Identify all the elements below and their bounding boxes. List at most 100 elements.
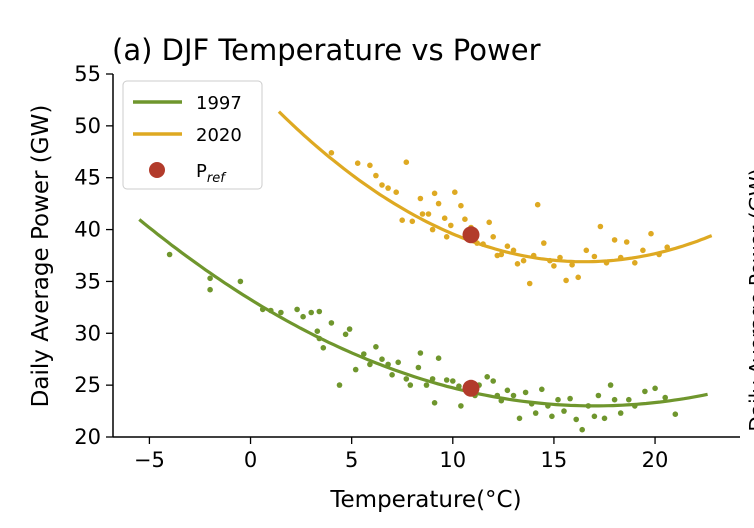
point-2020: [448, 222, 454, 229]
y-tick-label: 55: [74, 62, 101, 86]
point-2020: [399, 217, 406, 223]
point-1997: [207, 275, 213, 282]
point-2020: [623, 239, 630, 245]
point-2020: [526, 280, 533, 287]
point-1997: [342, 331, 349, 338]
point-2020: [648, 230, 654, 237]
point-1997: [522, 389, 529, 396]
point-2020: [409, 218, 416, 225]
point-2020: [640, 247, 646, 254]
point-1997: [207, 286, 213, 293]
point-1997: [300, 313, 306, 320]
point-2020: [419, 211, 426, 217]
point-1997: [510, 392, 517, 399]
point-2020: [379, 182, 385, 188]
x-tick-label: 5: [345, 448, 358, 472]
legend-label-2020: 2020: [196, 125, 242, 146]
x-tick-label: 20: [642, 448, 669, 472]
point-1997: [316, 308, 323, 315]
point-2020: [557, 254, 563, 261]
point-1997: [423, 382, 430, 388]
point-1997: [591, 413, 598, 420]
point-1997: [545, 403, 551, 409]
point-1997: [458, 403, 464, 409]
point-2020: [617, 254, 624, 261]
point-1997: [642, 388, 648, 395]
point-1997: [278, 309, 284, 316]
point-2020: [541, 240, 547, 246]
y-tick-label: 40: [74, 218, 101, 242]
point-1997: [516, 415, 523, 422]
point-1997: [555, 396, 561, 403]
y-axis-label: Daily Average Power (GW): [28, 105, 54, 408]
point-1997: [352, 366, 359, 373]
point-1997: [567, 395, 573, 402]
x-tick-label: 0: [244, 448, 257, 472]
point-2020: [354, 160, 361, 166]
point-1997: [632, 403, 638, 409]
point-1997: [561, 408, 567, 414]
point-2020: [504, 243, 511, 249]
x-tick-label: 15: [541, 448, 568, 472]
scatter-points: [166, 150, 679, 433]
point-2020: [514, 261, 521, 267]
point-1997: [373, 344, 379, 350]
point-1997: [379, 356, 385, 363]
legend-label-1997: 1997: [196, 93, 242, 114]
point-1997: [417, 350, 424, 356]
fit-curve-1997: [138, 218, 708, 408]
point-1997: [415, 364, 422, 371]
point-1997: [336, 382, 343, 388]
point-1997: [662, 394, 668, 401]
point-1997: [166, 251, 173, 258]
y-tick-label: 45: [74, 166, 101, 190]
point-1997: [528, 401, 535, 407]
point-1997: [652, 385, 658, 392]
point-1997: [328, 320, 335, 326]
point-2020: [520, 257, 527, 264]
y-tick-label: 20: [74, 425, 101, 449]
legend-box: [122, 80, 263, 190]
adjacent-panel-label: Daily Average Power (GW): [745, 168, 754, 431]
y-tick-label: 35: [74, 269, 101, 293]
point-2020: [385, 185, 391, 191]
point-2020: [367, 162, 373, 169]
x-tick-label: 10: [439, 448, 466, 472]
point-1997: [484, 374, 491, 380]
point-2020: [664, 244, 670, 250]
point-1997: [607, 382, 614, 388]
point-2020: [403, 159, 410, 165]
point-1997: [429, 376, 436, 382]
point-1997: [504, 387, 511, 394]
point-2020: [429, 226, 436, 233]
point-1997: [456, 383, 462, 390]
point-2020: [603, 260, 610, 266]
point-1997: [403, 376, 410, 382]
point-2020: [443, 234, 450, 240]
point-2020: [575, 274, 581, 281]
point-1997: [361, 351, 367, 357]
y-tick-label: 30: [74, 321, 101, 345]
chart-title: (a) DJF Temperature vs Power: [112, 33, 541, 67]
point-2020: [534, 201, 541, 208]
point-1997: [579, 426, 585, 433]
point-1997: [431, 400, 438, 406]
reference-points: [462, 226, 480, 397]
point-1997: [539, 386, 545, 393]
point-1997: [389, 372, 395, 378]
point-2020: [632, 260, 638, 266]
point-1997: [611, 396, 618, 403]
legend-marker-pref: [149, 162, 165, 178]
point-2020: [569, 262, 575, 268]
point-1997: [435, 355, 442, 362]
point-1997: [532, 410, 539, 416]
point-2020: [431, 190, 438, 197]
point-2020: [425, 211, 432, 217]
point-2020: [373, 172, 379, 179]
point-1997: [494, 392, 501, 399]
x-axis-label: Temperature(°C): [329, 487, 521, 513]
point-2020: [435, 200, 442, 207]
point-2020: [328, 150, 335, 156]
